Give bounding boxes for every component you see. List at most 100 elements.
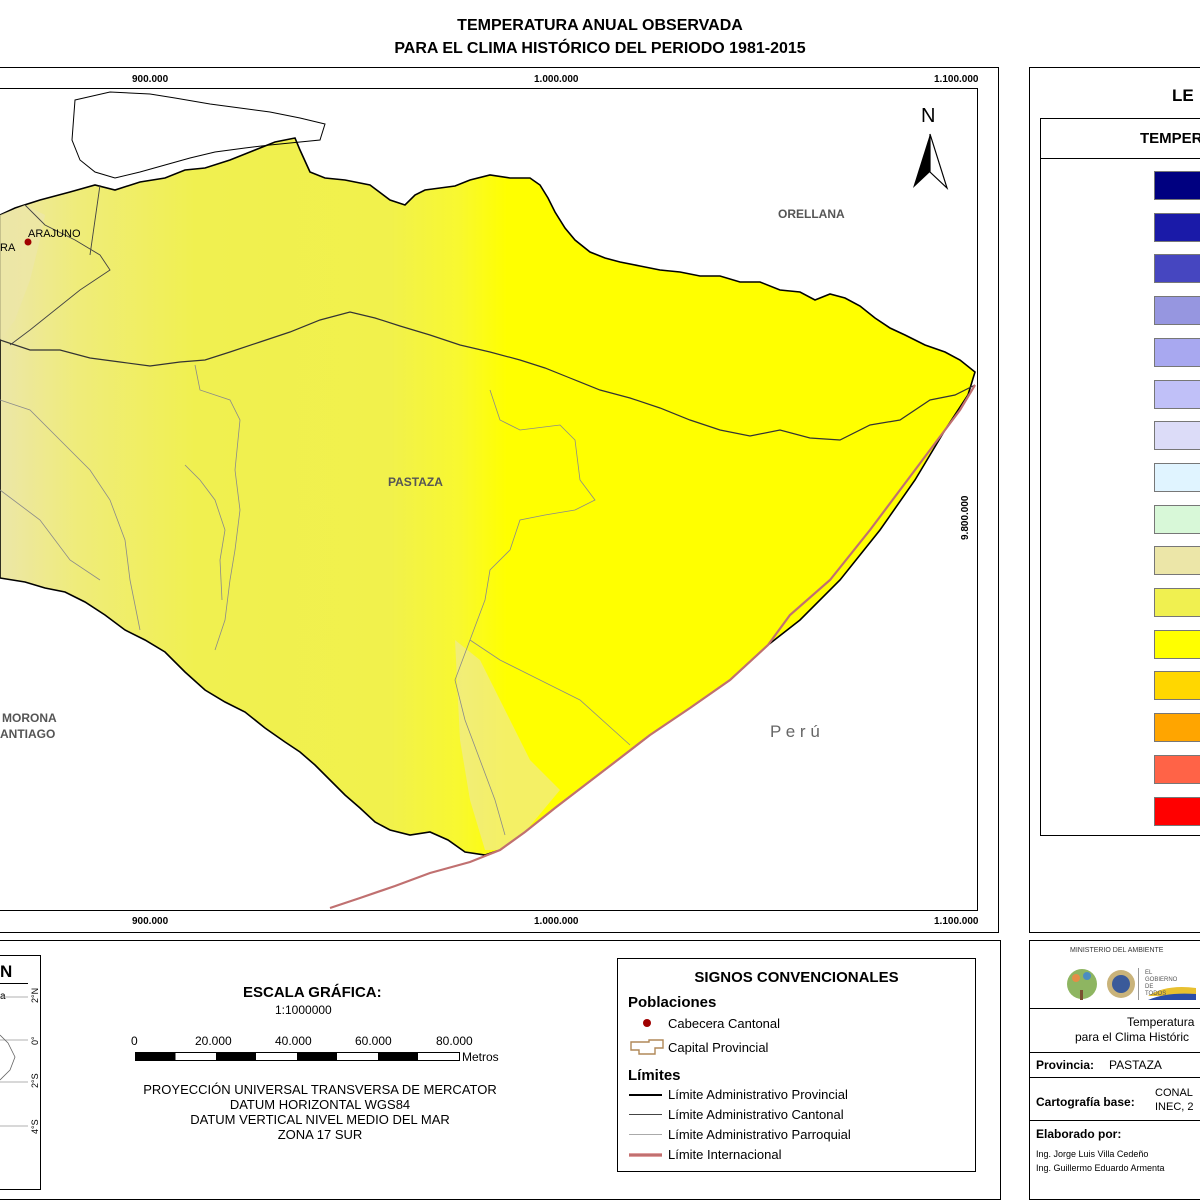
map-title-line1: TEMPERATURA ANUAL OBSERVADA [457,17,743,34]
signos-title: SIGNOS CONVENCIONALES [694,969,899,986]
map-inner-frame [0,88,978,911]
cartografia-label: Cartografía base: [1036,1095,1135,1109]
north-arrow [913,133,949,191]
legend-swatch-13 [1154,671,1200,701]
signos-parroquial: Límite Administrativo Parroquial [668,1127,851,1142]
projection-line-2: DATUM HORIZONTAL WGS84 [229,1097,411,1112]
legend-swatch-12 [1154,629,1200,659]
signos-provincial: Límite Administrativo Provincial [668,1087,848,1102]
scale-tick-0: 0 [131,1034,138,1048]
legend-panel [1029,67,1200,933]
cartografia-value-2: INEC, 2 [1155,1101,1194,1113]
arajuno-cabecera-marker [24,238,32,246]
signos-capital: Capital Provincial [668,1040,769,1055]
info-divider-4 [1030,1120,1200,1121]
scale-tick-40000: 40.000 [275,1034,312,1048]
scale-tick-80000: 80.000 [436,1034,473,1048]
legend-swatch-5 [1154,337,1200,367]
place-label-pastaza: PASTAZA [388,475,443,489]
inset-lat-4s: 4°S [30,1119,40,1134]
info-divider-2 [1030,1052,1200,1053]
scale-ratio: 1:1000000 [275,1003,332,1017]
legend-swatch-2 [1154,212,1200,242]
legend-swatch-8 [1154,462,1200,492]
inset-map-frame [0,955,41,1190]
signos-poblaciones: Poblaciones [628,994,717,1011]
autor-1: Ing. Jorge Luis Villa Cedeño [1036,1149,1149,1159]
gobierno-label: EL GOBIERNO DE TODOS [1145,970,1178,997]
legend-swatch-3 [1154,254,1200,284]
grid-label-bottom-1100000: 1.100.000 [934,916,979,927]
provincia-label: Provincia: [1036,1058,1095,1072]
signos-limites: Límites [628,1067,681,1084]
scale-bar [135,1052,460,1061]
north-label: N [921,105,936,127]
info-description-1: Temperatura [1127,1015,1195,1029]
scale-tick-20000: 20.000 [195,1034,232,1048]
institution-logos [1067,968,1196,1000]
legend-swatch-6 [1154,379,1200,409]
legend-header: TEMPER [1140,130,1200,147]
grid-label-top-900000: 900.000 [132,74,169,85]
legend-swatch-9 [1154,504,1200,534]
inset-title-divider [0,983,28,984]
cantonal-boundary-north [89,184,101,256]
legend-swatch-4 [1154,296,1200,326]
limite-parroquial-symbol [629,1134,662,1135]
inset-lat-0: 0° [30,1036,40,1045]
highland-beige-zone [0,205,45,340]
scale-title: ESCALA GRÁFICA: [243,984,382,1001]
signos-cabecera: Cabecera Cantonal [668,1016,781,1031]
grid-label-bottom-1000000: 1.000.000 [534,916,579,927]
map-frame [0,67,999,933]
projection-line-3: DATUM VERTICAL NIVEL MEDIO DEL MAR [190,1112,450,1127]
projection-line-1: PROYECCIÓN UNIVERSAL TRANSVERSA DE MERCA… [143,1082,497,1097]
grid-label-top-1100000: 1.100.000 [934,74,979,85]
legend-header-divider [1040,158,1200,159]
south-beige-zone [455,640,560,850]
legend-swatch-10 [1154,546,1200,576]
international-border [329,384,976,910]
limite-provincial-symbol [629,1094,662,1096]
inset-label: a [0,991,6,1002]
place-label-orellana: ORELLANA [778,207,845,221]
elaborado-label: Elaborado por: [1036,1127,1122,1141]
cabecera-cantonal-symbol [643,1019,651,1027]
place-label-arajuno: ARAJUNO [28,228,81,240]
projection-info: PROYECCIÓN UNIVERSAL TRANSVERSA DE MERCA… [100,1082,540,1142]
signos-cantonal: Límite Administrativo Cantonal [668,1107,844,1122]
legend-swatch-15 [1154,754,1200,784]
info-divider-1 [1030,1008,1200,1009]
grid-label-top-1000000: 1.000.000 [534,74,579,85]
north-polygon-outline [71,91,326,179]
signos-internacional: Límite Internacional [668,1147,782,1162]
scale-unit: Metros [462,1050,499,1064]
legend-swatch-11 [1154,588,1200,617]
legend-swatch-14 [1154,713,1200,743]
place-label-peru: P e r ú [770,722,820,741]
grid-label-bottom-900000: 900.000 [132,916,169,927]
provincia-value: PASTAZA [1109,1058,1162,1072]
map-title-line2: PARA EL CLIMA HISTÓRICO DEL PERIODO 1981… [394,40,806,57]
map-canvas [0,91,976,910]
cantonal-boundary-river [0,311,976,441]
info-description-2: para el Clima Históric [1075,1030,1190,1044]
parroquial-boundaries [0,364,631,836]
inset-title: N [0,962,13,981]
inset-lat-2s: 2°S [30,1073,40,1088]
cantonal-boundary-west [9,204,111,346]
capital-provincial-symbol [630,1039,664,1055]
legend-title: LE [1172,86,1194,105]
province-pastaza-area [0,137,976,856]
place-label-morona-1: MORONA [2,711,57,725]
cartografia-value-1: CONAL [1155,1087,1193,1099]
legend-box [1040,118,1200,836]
signos-panel [617,958,976,1172]
ministerio-label: MINISTERIO DEL AMBIENTE [1070,947,1164,954]
inset-map-lines [0,996,28,1127]
legend-swatch-16 [1154,796,1200,826]
limite-cantonal-symbol [629,1114,662,1115]
autor-2: Ing. Guillermo Eduardo Armenta [1036,1163,1165,1173]
place-label-partial: RA [0,242,16,254]
legend-swatch-7 [1154,421,1200,451]
